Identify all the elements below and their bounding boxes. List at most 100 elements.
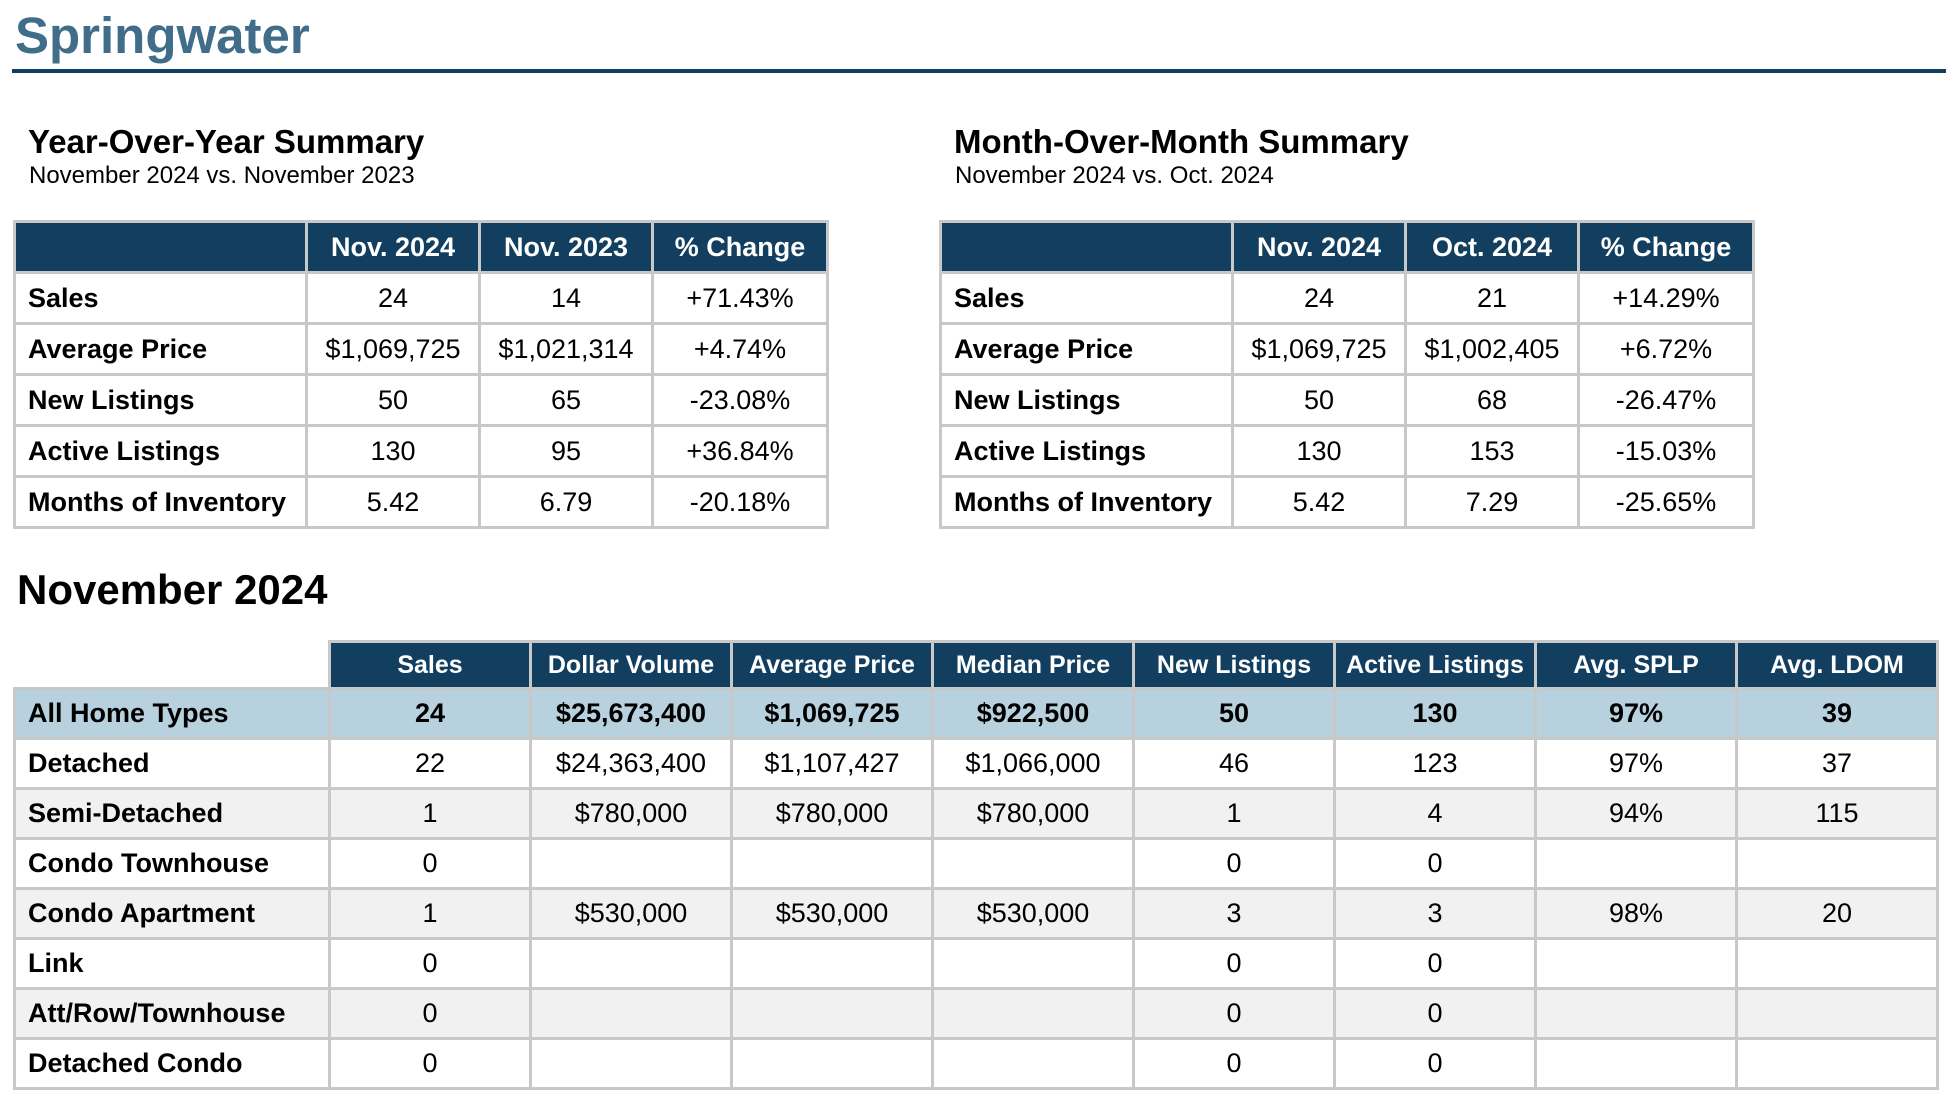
table-row: New Listings 50 65 -23.08%: [13, 373, 829, 427]
table-cell: 3: [1132, 887, 1336, 940]
table-row: Detached 22 $24,363,400 $1,107,427 $1,06…: [13, 737, 1939, 790]
row-label: Semi-Detached: [13, 787, 331, 840]
table-cell: 97%: [1534, 687, 1738, 740]
table-cell: 1: [328, 787, 532, 840]
header-cell: % Change: [1577, 220, 1755, 274]
mom-summary-table: Nov. 2024 Oct. 2024 % Change Sales 24 21…: [939, 220, 1755, 529]
table-row: Condo Townhouse 0 0 0: [13, 837, 1939, 890]
table-cell: [1534, 987, 1738, 1040]
header-cell: [939, 220, 1234, 274]
table-cell: [1735, 1037, 1939, 1090]
table-cell: 0: [1333, 1037, 1537, 1090]
table-cell: 24: [328, 687, 532, 740]
table-cell: -20.18%: [651, 475, 829, 529]
table-row: Semi-Detached 1 $780,000 $780,000 $780,0…: [13, 787, 1939, 840]
table-cell: 65: [478, 373, 654, 427]
header-corner: [14, 641, 331, 690]
header-cell: Nov. 2024: [1231, 220, 1407, 274]
table-header-row: Nov. 2024 Oct. 2024 % Change: [939, 220, 1755, 274]
row-label: New Listings: [939, 373, 1234, 427]
row-label: Sales: [939, 271, 1234, 325]
mom-subtitle: November 2024 vs. Oct. 2024: [955, 162, 1274, 189]
monthly-heading: November 2024: [17, 566, 328, 613]
table-cell: 123: [1333, 737, 1537, 790]
table-cell: 39: [1735, 687, 1939, 740]
table-cell: 1: [1132, 787, 1336, 840]
header-cell: Oct. 2024: [1404, 220, 1580, 274]
table-cell: $1,069,725: [305, 322, 481, 376]
table-cell: 0: [1333, 987, 1537, 1040]
page-title: Springwater: [15, 7, 310, 64]
table-row: Link 0 0 0: [13, 937, 1939, 990]
table-cell: 3: [1333, 887, 1537, 940]
table-cell: 50: [1132, 687, 1336, 740]
table-cell: 50: [305, 373, 481, 427]
table-cell: [931, 937, 1135, 990]
table-row: Average Price $1,069,725 $1,021,314 +4.7…: [13, 322, 829, 376]
table-cell: 95: [478, 424, 654, 478]
table-row: Condo Apartment 1 $530,000 $530,000 $530…: [13, 887, 1939, 940]
header-cell: New Listings: [1132, 640, 1336, 690]
table-row: New Listings 50 68 -26.47%: [939, 373, 1755, 427]
header-cell: Sales: [328, 640, 532, 690]
row-label: Condo Townhouse: [13, 837, 331, 890]
table-cell: 0: [328, 987, 532, 1040]
header-cell: Dollar Volume: [529, 640, 733, 690]
table-cell: 20: [1735, 887, 1939, 940]
header-cell: Average Price: [730, 640, 934, 690]
table-cell: [529, 837, 733, 890]
table-cell: [529, 987, 733, 1040]
table-cell: 0: [1333, 837, 1537, 890]
table-cell: +14.29%: [1577, 271, 1755, 325]
table-cell: 130: [305, 424, 481, 478]
table-cell: 0: [1132, 937, 1336, 990]
table-cell: 130: [1333, 687, 1537, 740]
title-divider: [12, 69, 1946, 73]
row-label: All Home Types: [13, 687, 331, 740]
header-cell: Median Price: [931, 640, 1135, 690]
row-label: Condo Apartment: [13, 887, 331, 940]
table-cell: 0: [1132, 837, 1336, 890]
table-cell: 68: [1404, 373, 1580, 427]
table-cell: 24: [1231, 271, 1407, 325]
row-label: Active Listings: [939, 424, 1234, 478]
table-header-row: Nov. 2024 Nov. 2023 % Change: [13, 220, 829, 274]
table-cell: +36.84%: [651, 424, 829, 478]
yoy-subtitle: November 2024 vs. November 2023: [29, 162, 415, 189]
table-cell: 0: [328, 937, 532, 990]
table-cell: 115: [1735, 787, 1939, 840]
table-cell: [931, 987, 1135, 1040]
table-cell: $24,363,400: [529, 737, 733, 790]
table-cell: 50: [1231, 373, 1407, 427]
table-cell: 21: [1404, 271, 1580, 325]
table-cell: $530,000: [730, 887, 934, 940]
row-label: Att/Row/Townhouse: [13, 987, 331, 1040]
table-cell: 5.42: [1231, 475, 1407, 529]
header-cell: Nov. 2023: [478, 220, 654, 274]
table-cell: [931, 837, 1135, 890]
table-cell: $25,673,400: [529, 687, 733, 740]
table-cell: [1534, 837, 1738, 890]
table-row: Att/Row/Townhouse 0 0 0: [13, 987, 1939, 1040]
table-cell: $1,107,427: [730, 737, 934, 790]
table-cell: 0: [328, 1037, 532, 1090]
table-cell: $1,066,000: [931, 737, 1135, 790]
table-row: Months of Inventory 5.42 6.79 -20.18%: [13, 475, 829, 529]
table-cell: $530,000: [529, 887, 733, 940]
table-cell: 6.79: [478, 475, 654, 529]
table-cell: $530,000: [931, 887, 1135, 940]
table-cell: 24: [305, 271, 481, 325]
header-cell: Avg. SPLP: [1534, 640, 1738, 690]
yoy-summary-table: Nov. 2024 Nov. 2023 % Change Sales 24 14…: [13, 220, 829, 529]
row-label: Sales: [13, 271, 308, 325]
table-cell: 0: [1333, 937, 1537, 990]
table-cell: -26.47%: [1577, 373, 1755, 427]
table-cell: [931, 1037, 1135, 1090]
header-cell: Active Listings: [1333, 640, 1537, 690]
yoy-title: Year-Over-Year Summary: [28, 123, 425, 160]
table-cell: +71.43%: [651, 271, 829, 325]
table-cell: 130: [1231, 424, 1407, 478]
table-cell: +6.72%: [1577, 322, 1755, 376]
table-cell: 97%: [1534, 737, 1738, 790]
row-label: Link: [13, 937, 331, 990]
